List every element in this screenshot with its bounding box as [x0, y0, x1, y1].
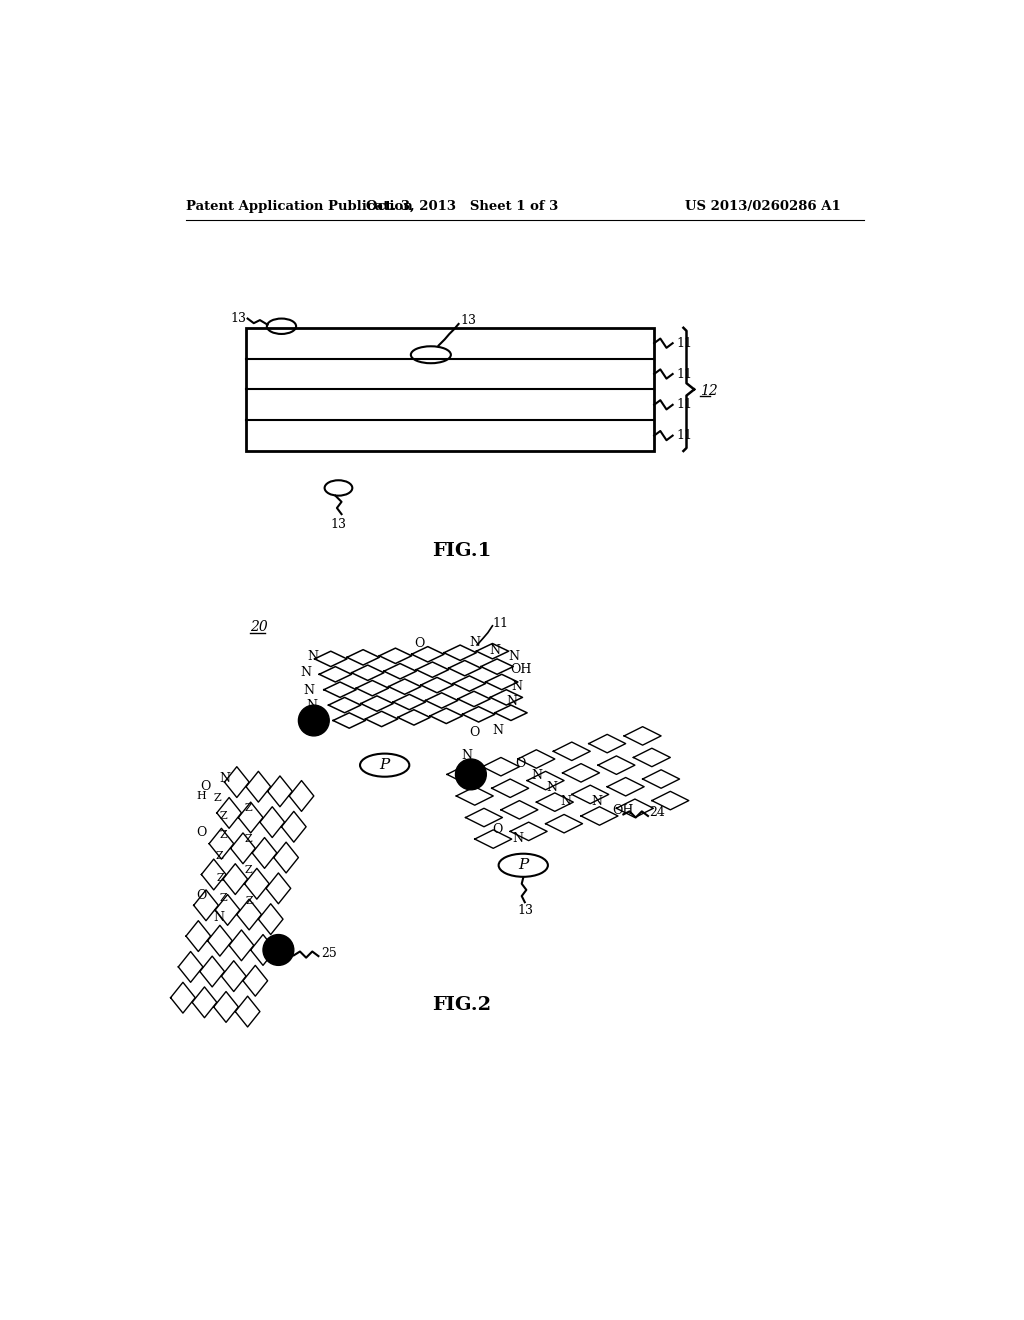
- Text: N: N: [512, 680, 522, 693]
- Text: Z: Z: [215, 851, 223, 861]
- Circle shape: [263, 935, 294, 965]
- Text: P: P: [518, 858, 528, 873]
- Text: Z: Z: [219, 894, 226, 903]
- Text: O: O: [493, 822, 503, 836]
- Text: Z: Z: [245, 804, 252, 813]
- Circle shape: [456, 759, 486, 789]
- Text: Patent Application Publication: Patent Application Publication: [186, 199, 413, 213]
- Text: OH: OH: [510, 663, 531, 676]
- Text: N: N: [219, 772, 230, 785]
- Text: 13: 13: [230, 312, 247, 325]
- Text: 11: 11: [677, 367, 692, 380]
- Text: N: N: [307, 651, 318, 664]
- Text: 24: 24: [649, 807, 666, 820]
- Text: N: N: [591, 795, 602, 808]
- Text: H: H: [196, 791, 206, 801]
- Text: OH: OH: [611, 804, 633, 817]
- Text: US 2013/0260286 A1: US 2013/0260286 A1: [685, 199, 841, 213]
- Text: O: O: [469, 726, 479, 739]
- Text: 13: 13: [331, 519, 347, 532]
- Text: Z: Z: [245, 834, 252, 845]
- Ellipse shape: [360, 754, 410, 776]
- Text: N: N: [508, 651, 519, 664]
- Text: N: N: [493, 725, 504, 738]
- Bar: [246, 327, 654, 451]
- Text: Z: Z: [245, 865, 252, 875]
- Text: O: O: [414, 638, 424, 651]
- Text: N: N: [306, 700, 317, 711]
- Text: N: N: [214, 911, 224, 924]
- Text: 11: 11: [677, 337, 692, 350]
- Text: 25: 25: [321, 946, 337, 960]
- Text: N: N: [309, 717, 321, 730]
- Text: N: N: [469, 636, 480, 649]
- Text: Z: Z: [220, 810, 227, 821]
- Text: Z: Z: [214, 793, 221, 804]
- Text: Z: Z: [217, 873, 224, 883]
- Ellipse shape: [499, 854, 548, 876]
- Text: N: N: [512, 832, 523, 845]
- Text: O: O: [196, 826, 207, 840]
- Text: O: O: [515, 756, 526, 770]
- Text: Z: Z: [246, 896, 254, 906]
- Text: P: P: [380, 758, 390, 772]
- Circle shape: [298, 705, 330, 737]
- Text: Oct. 3, 2013   Sheet 1 of 3: Oct. 3, 2013 Sheet 1 of 3: [366, 199, 558, 213]
- Text: 11: 11: [677, 399, 692, 412]
- Text: N: N: [489, 644, 501, 656]
- Text: O: O: [200, 780, 210, 793]
- Text: N: N: [462, 748, 473, 762]
- Text: N: N: [506, 696, 517, 708]
- Text: 11: 11: [493, 616, 509, 630]
- Text: Z: Z: [219, 829, 226, 840]
- Text: N: N: [531, 770, 542, 781]
- Text: 20: 20: [250, 619, 267, 634]
- Text: N: N: [547, 781, 557, 795]
- Text: 13: 13: [460, 314, 476, 327]
- Text: 13: 13: [517, 904, 534, 917]
- Text: FIG.2: FIG.2: [432, 997, 492, 1014]
- Text: N: N: [300, 665, 311, 678]
- Text: N: N: [304, 684, 314, 697]
- Text: 11: 11: [677, 429, 692, 442]
- Text: FIG.1: FIG.1: [432, 543, 492, 560]
- Text: O: O: [196, 890, 207, 902]
- Text: 12: 12: [700, 384, 718, 397]
- Text: N: N: [560, 795, 571, 808]
